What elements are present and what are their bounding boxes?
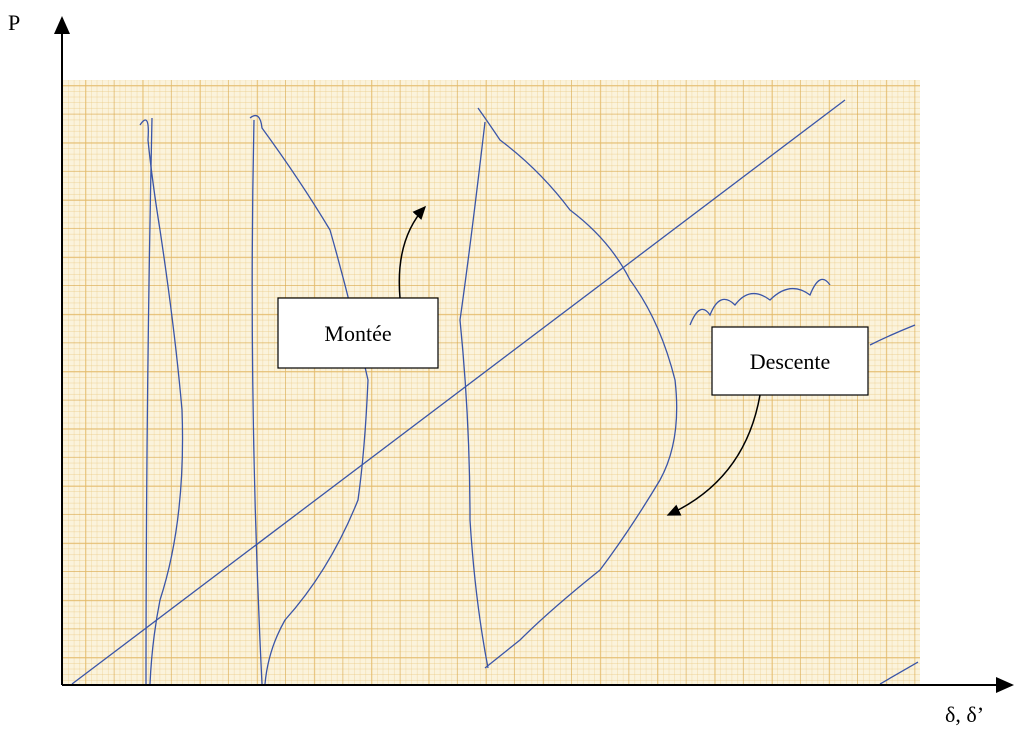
annotation-box <box>711 326 869 396</box>
handwriting <box>689 278 831 326</box>
curve-3 <box>477 107 678 669</box>
curve-1b <box>145 117 153 685</box>
x-axis-label: δ, δ’ <box>945 702 984 727</box>
annotation-arrow <box>666 394 761 516</box>
diagonal-line <box>71 99 846 685</box>
handwriting-2 <box>869 324 916 346</box>
diagonal-line-lower <box>879 661 919 685</box>
annotation-box <box>277 297 439 369</box>
curve-1 <box>139 119 184 685</box>
curve-2b <box>251 119 263 685</box>
curve-2 <box>249 114 369 685</box>
annotation-label: Montée <box>324 321 391 346</box>
annotation-arrow <box>398 205 427 299</box>
curve-3b <box>459 121 489 669</box>
y-axis-label: P <box>8 10 20 35</box>
annotation-label: Descente <box>750 349 831 374</box>
